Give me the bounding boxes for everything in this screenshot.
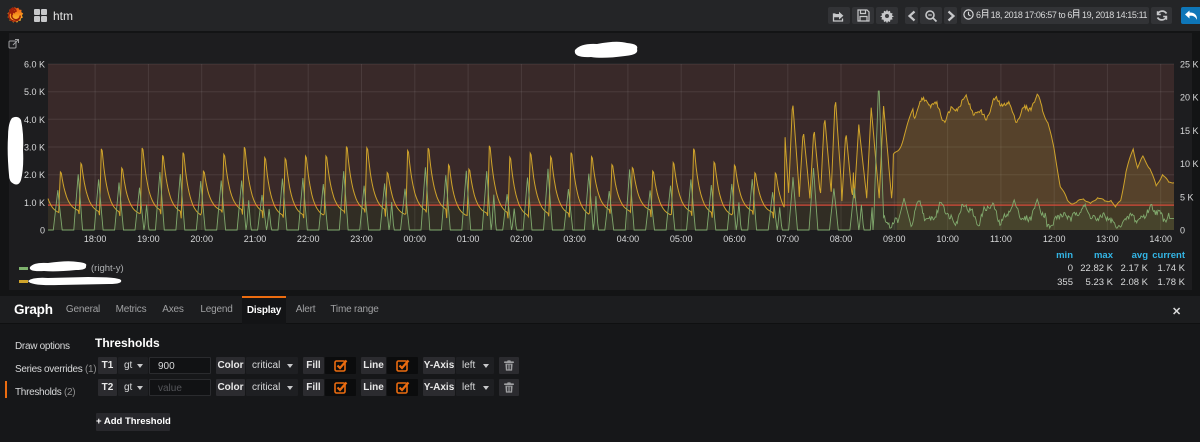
svg-text:00:00: 00:00 xyxy=(404,234,427,244)
svg-text:15 K: 15 K xyxy=(1180,126,1199,136)
svg-text:5.0 K: 5.0 K xyxy=(24,87,45,97)
svg-text:14:00: 14:00 xyxy=(1149,234,1172,244)
svg-text:0: 0 xyxy=(1180,226,1185,236)
svg-text:10:00: 10:00 xyxy=(936,234,959,244)
svg-text:06:00: 06:00 xyxy=(723,234,746,244)
svg-text:04:00: 04:00 xyxy=(617,234,640,244)
svg-text:13:00: 13:00 xyxy=(1096,234,1119,244)
svg-text:25 K: 25 K xyxy=(1180,60,1199,70)
svg-text:18:00: 18:00 xyxy=(84,234,107,244)
svg-text:4.0 K: 4.0 K xyxy=(24,115,45,125)
svg-text:19:00: 19:00 xyxy=(137,234,160,244)
svg-text:07:00: 07:00 xyxy=(777,234,800,244)
svg-text:20:00: 20:00 xyxy=(190,234,213,244)
svg-text:11:00: 11:00 xyxy=(990,234,1012,244)
svg-text:23:00: 23:00 xyxy=(350,234,373,244)
svg-text:2.0 K: 2.0 K xyxy=(24,170,45,180)
svg-text:1.0 K: 1.0 K xyxy=(24,198,45,208)
svg-text:03:00: 03:00 xyxy=(563,234,586,244)
svg-text:12:00: 12:00 xyxy=(1043,234,1066,244)
svg-text:3.0 K: 3.0 K xyxy=(24,143,45,153)
svg-text:20 K: 20 K xyxy=(1180,93,1199,103)
svg-text:5 K: 5 K xyxy=(1180,192,1194,202)
svg-text:21:00: 21:00 xyxy=(244,234,267,244)
svg-text:0: 0 xyxy=(40,226,45,236)
svg-text:6.0 K: 6.0 K xyxy=(24,60,45,70)
svg-text:10 K: 10 K xyxy=(1180,159,1199,169)
svg-text:02:00: 02:00 xyxy=(510,234,533,244)
svg-text:22:00: 22:00 xyxy=(297,234,320,244)
svg-text:05:00: 05:00 xyxy=(670,234,693,244)
svg-text:08:00: 08:00 xyxy=(830,234,853,244)
svg-text:01:00: 01:00 xyxy=(457,234,480,244)
svg-text:09:00: 09:00 xyxy=(883,234,906,244)
